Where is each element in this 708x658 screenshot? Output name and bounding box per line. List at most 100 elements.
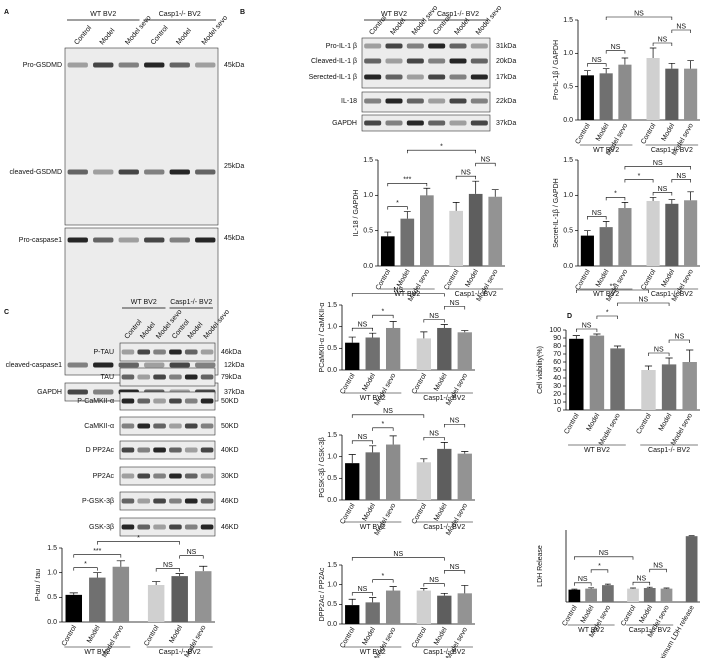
x-tick-label: Model <box>86 624 102 644</box>
blot-band <box>406 98 424 104</box>
blot-image <box>64 47 219 226</box>
blot-band <box>137 374 151 380</box>
significance-label: * <box>382 421 385 428</box>
band-label: Serected-IL-1 β <box>309 74 357 81</box>
blot-band <box>470 58 488 64</box>
bar <box>400 218 415 266</box>
x-tick-label: Model <box>586 412 602 432</box>
significance-label: *** <box>403 177 411 184</box>
blot-group-label: WT BV2 <box>381 11 407 18</box>
y-tick-label: 0.5 <box>47 594 57 601</box>
significance-bracket <box>590 569 609 573</box>
blot-group-label: Casp1-/- BV2 <box>170 299 212 306</box>
bar <box>171 576 188 622</box>
y-axis-label: DPP2Ac / PP2Ac <box>319 567 326 621</box>
error-bar <box>491 189 499 197</box>
error-bar <box>604 583 611 586</box>
error-bar <box>584 230 591 236</box>
blot-band <box>93 169 114 175</box>
x-tick-label: Model <box>396 268 412 288</box>
error-bar <box>69 592 78 595</box>
group-label: Casp1-/- BV2 <box>423 524 465 531</box>
significance-label: NS <box>653 563 663 570</box>
x-tick-label: Control <box>443 268 461 291</box>
blot-band <box>153 349 166 355</box>
blot-band <box>184 398 198 404</box>
group-label: WT BV2 <box>84 649 110 656</box>
y-tick-label: 90 <box>553 335 561 342</box>
blot-band <box>184 349 198 355</box>
significance-bracket <box>372 314 394 319</box>
blot-band <box>169 349 182 355</box>
error-bar <box>649 197 657 201</box>
y-tick-label: 0.0 <box>47 619 57 626</box>
error-bar <box>584 70 591 76</box>
error-bar <box>369 445 377 453</box>
blot-band <box>121 423 135 429</box>
significance-label: NS <box>582 322 592 329</box>
x-tick-label: Model <box>638 604 654 624</box>
significance-bracket <box>351 293 445 297</box>
error-bar <box>389 435 397 445</box>
group-label: WT BV2 <box>578 627 604 634</box>
bar <box>457 453 472 500</box>
error-bar <box>621 57 629 65</box>
bar <box>627 588 639 602</box>
bar <box>665 68 679 120</box>
group-label: WT BV2 <box>360 649 386 656</box>
y-tick-label: 0.0 <box>327 367 337 374</box>
significance-label: NS <box>654 346 664 353</box>
band-label: GAPDH <box>332 120 357 127</box>
error-bar <box>384 231 392 237</box>
y-tick-label: 1.0 <box>563 192 573 199</box>
significance-label: * <box>382 309 385 316</box>
bar <box>194 571 212 622</box>
x-tick-label: Model <box>595 268 611 288</box>
group-label: Casp1-/- BV2 <box>423 649 465 656</box>
significance-label: NS <box>675 333 685 340</box>
band-label: IL-18 <box>341 98 357 105</box>
significance-label: NS <box>393 287 403 294</box>
blot-band <box>137 423 151 429</box>
blot-band <box>470 74 488 80</box>
blot-band <box>195 362 216 368</box>
error-bar <box>649 47 657 58</box>
blot-image <box>361 114 491 132</box>
blot-group-label: Casp1-/- BV2 <box>159 11 201 18</box>
x-tick-label: Control <box>143 624 161 647</box>
group-label: Casp1-/- BV2 <box>455 291 497 298</box>
blot-band <box>449 74 467 80</box>
blot-band <box>169 398 182 404</box>
group-label: WT BV2 <box>584 447 610 454</box>
y-tick-label: 1.0 <box>327 324 337 331</box>
blot-band <box>385 98 403 104</box>
bar <box>345 605 360 624</box>
error-bar <box>348 454 356 464</box>
significance-bracket <box>574 556 634 560</box>
bar <box>416 338 432 370</box>
error-bar <box>461 451 469 454</box>
bar <box>416 590 432 624</box>
significance-label: NS <box>187 549 197 556</box>
blot-band <box>184 498 198 504</box>
bar <box>665 203 679 266</box>
blot-band <box>153 423 166 429</box>
significance-label: NS <box>658 36 668 43</box>
error-bar <box>572 335 580 339</box>
band-size: 17kDa <box>496 74 516 81</box>
blot-band <box>406 58 424 64</box>
significance-bracket <box>671 29 691 33</box>
blot-band <box>195 169 216 175</box>
significance-label: NS <box>638 296 648 303</box>
lane-label: Control <box>150 24 170 46</box>
significance-bracket <box>605 16 673 20</box>
blot-band <box>118 237 139 243</box>
blot-band <box>121 524 135 530</box>
band-label: D PP2Ac <box>86 447 115 454</box>
bar <box>684 200 698 266</box>
blot-band <box>406 43 424 49</box>
bar <box>488 196 503 266</box>
significance-label: NS <box>358 586 368 593</box>
blot-band <box>169 423 182 429</box>
